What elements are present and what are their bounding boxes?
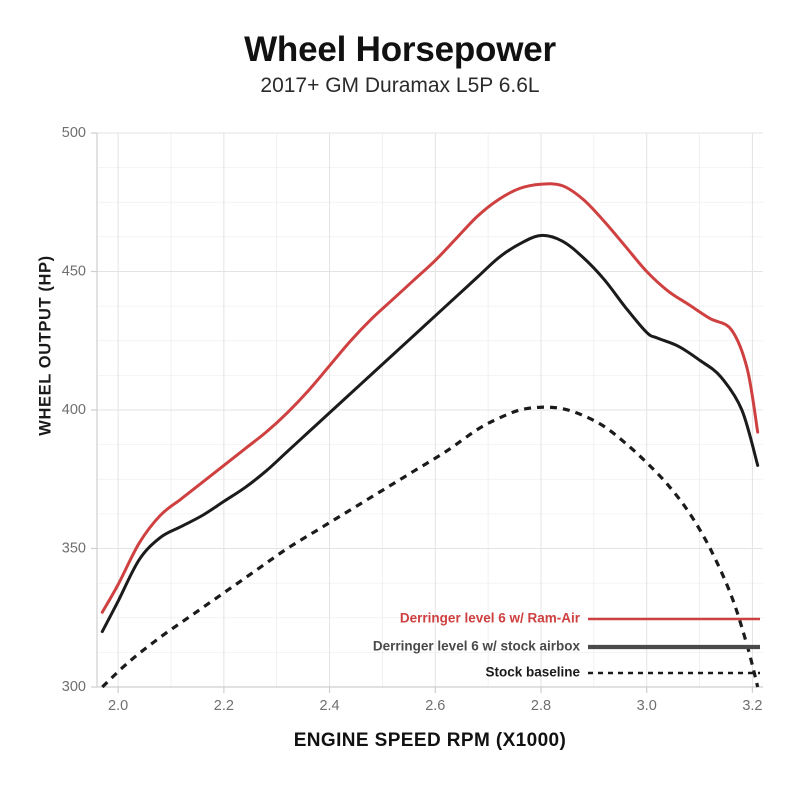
- x-tick-label: 2.0: [108, 698, 128, 714]
- x-tick-label: 2.4: [319, 698, 339, 714]
- legend-label: Stock baseline: [485, 665, 580, 680]
- x-axis-title: ENGINE SPEED RPM (X1000): [293, 730, 567, 751]
- legend-label: Derringer level 6 w/ stock airbox: [373, 639, 581, 654]
- x-tick-label: 2.8: [531, 698, 551, 714]
- x-tick-label: 2.2: [214, 698, 234, 714]
- legend: Derringer level 6 w/ Ram-Air Derringer le…: [373, 611, 760, 680]
- y-tick-label: 500: [62, 125, 86, 141]
- axis-ticks: 300 350 400 450 500 2.0 2.2 2.4 2.6 2.8 3.0 3.2: [62, 125, 763, 714]
- series-line: [100, 182, 760, 614]
- series-line: [100, 233, 760, 634]
- x-tick-label: 3.0: [637, 698, 657, 714]
- page-title: Wheel Horsepower: [244, 30, 556, 69]
- x-tick-label: 2.6: [425, 698, 445, 714]
- chart-subtitle: 2017+ GM Duramax L5P 6.6L: [260, 73, 540, 97]
- y-tick-label: 450: [62, 263, 86, 279]
- legend-label: Derringer level 6 w/ Ram-Air: [400, 611, 581, 626]
- title-block: Wheel Horsepower 2017+ GM Duramax L5P 6.…: [0, 30, 800, 97]
- grid-lines: [97, 132, 763, 688]
- y-tick-label: 400: [62, 402, 86, 418]
- y-tick-label: 350: [62, 540, 86, 556]
- x-tick-label: 3.2: [742, 698, 762, 714]
- y-tick-label: 300: [62, 679, 86, 695]
